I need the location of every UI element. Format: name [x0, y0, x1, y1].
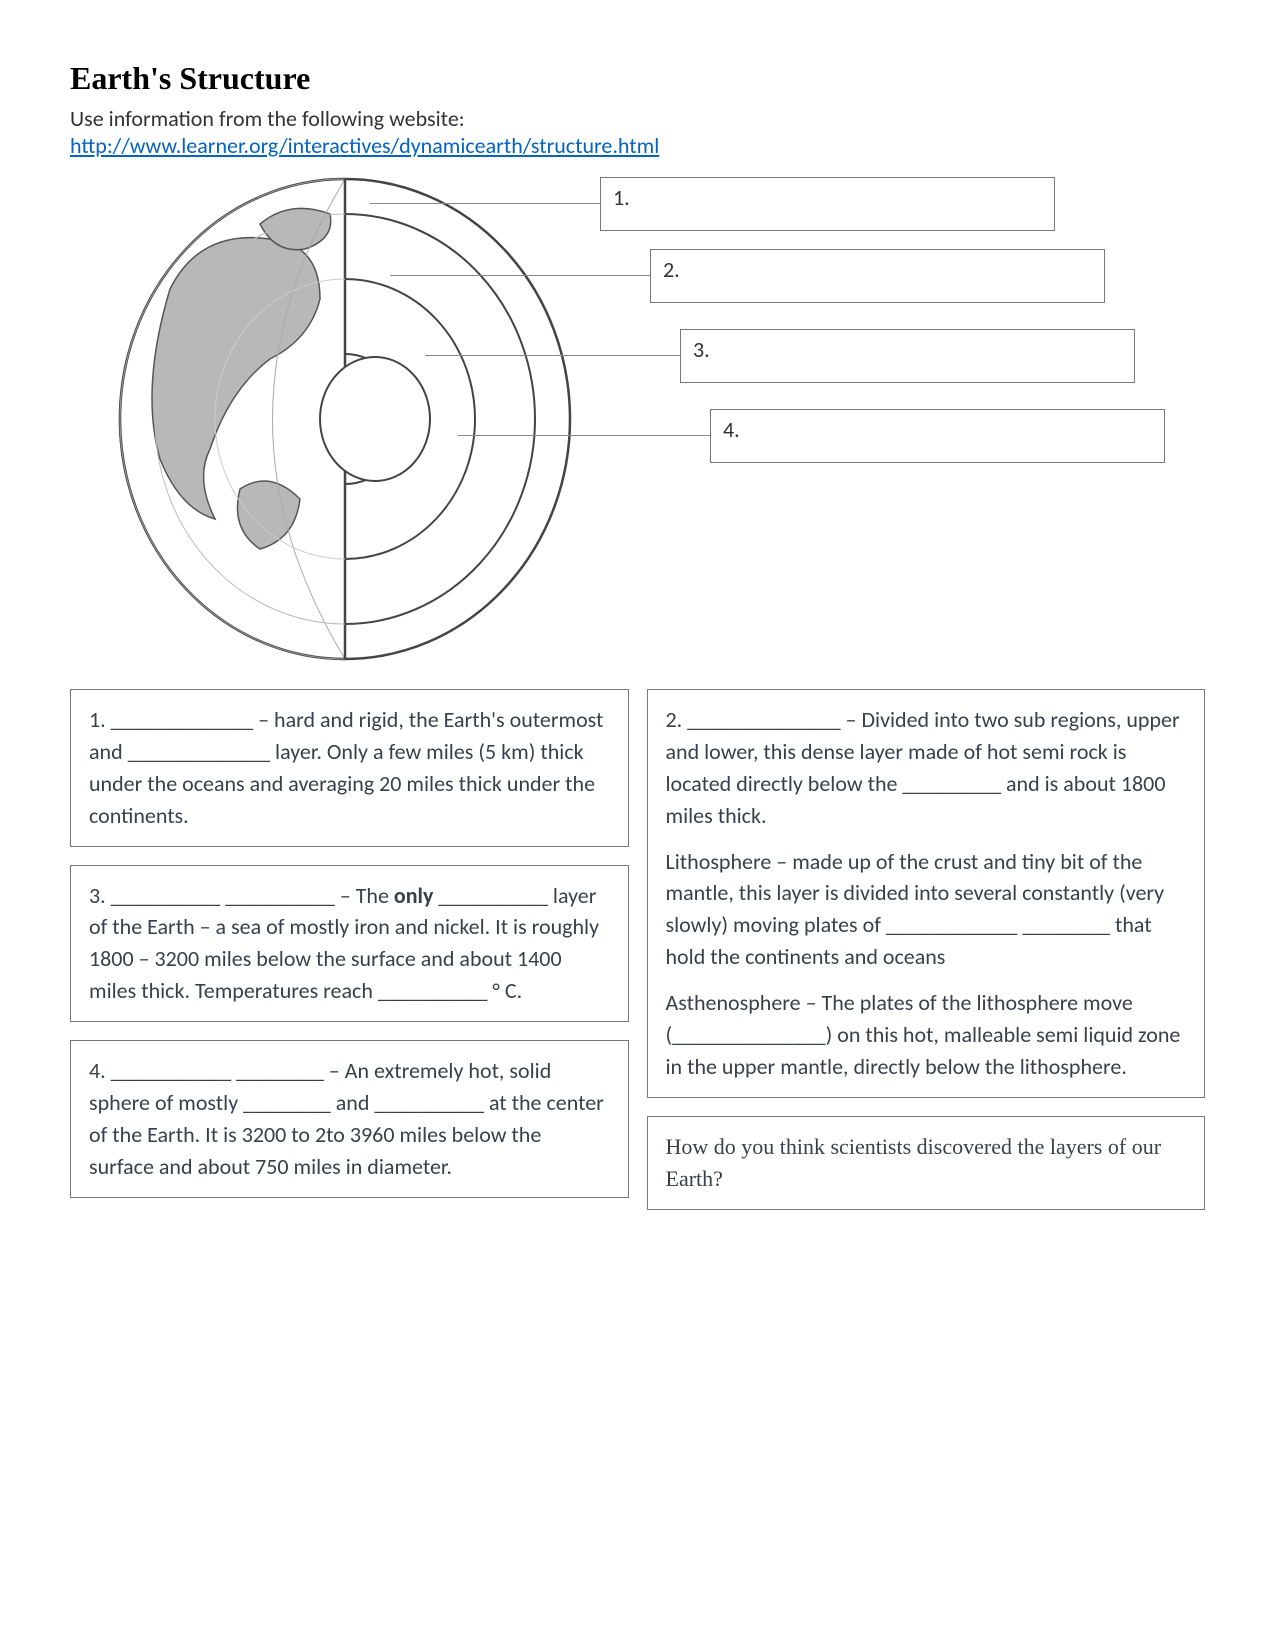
left-column: 1. _____________ – hard and rigid, the E…	[70, 689, 629, 1210]
definition-box-4: 4. ___________ ________ – An extremely h…	[70, 1040, 629, 1198]
diagram-label-3: 3.	[680, 329, 1135, 383]
box2-para-3: Asthenosphere – The plates of the lithos…	[666, 987, 1187, 1083]
earth-diagram: 1. 2. 3. 4.	[70, 169, 1205, 689]
content-columns: 1. _____________ – hard and rigid, the E…	[70, 689, 1205, 1210]
page-title: Earth's Structure	[70, 60, 1205, 97]
instruction-text: Use information from the following websi…	[70, 105, 1205, 132]
worksheet-page: Earth's Structure Use information from t…	[0, 0, 1275, 1651]
leader-line	[458, 435, 710, 436]
diagram-label-4: 4.	[710, 409, 1165, 463]
box2-para-2: Lithosphere – made up of the crust and t…	[666, 846, 1187, 974]
diagram-label-1: 1.	[600, 177, 1055, 231]
definition-box-1: 1. _____________ – hard and rigid, the E…	[70, 689, 629, 847]
right-column: 2. ______________ – Divided into two sub…	[647, 689, 1206, 1210]
source-link[interactable]: http://www.learner.org/interactives/dyna…	[70, 132, 659, 159]
diagram-label-2: 2.	[650, 249, 1105, 303]
box2-para-1: 2. ______________ – Divided into two sub…	[666, 704, 1187, 832]
earth-cutaway-icon	[110, 169, 590, 669]
leader-line	[390, 275, 650, 276]
leader-line	[370, 203, 600, 204]
leader-line	[425, 355, 680, 356]
definition-box-2: 2. ______________ – Divided into two sub…	[647, 689, 1206, 1098]
reflection-question: How do you think scientists discovered t…	[647, 1116, 1206, 1210]
definition-box-3: 3. __________ __________ – The only ____…	[70, 865, 629, 1023]
